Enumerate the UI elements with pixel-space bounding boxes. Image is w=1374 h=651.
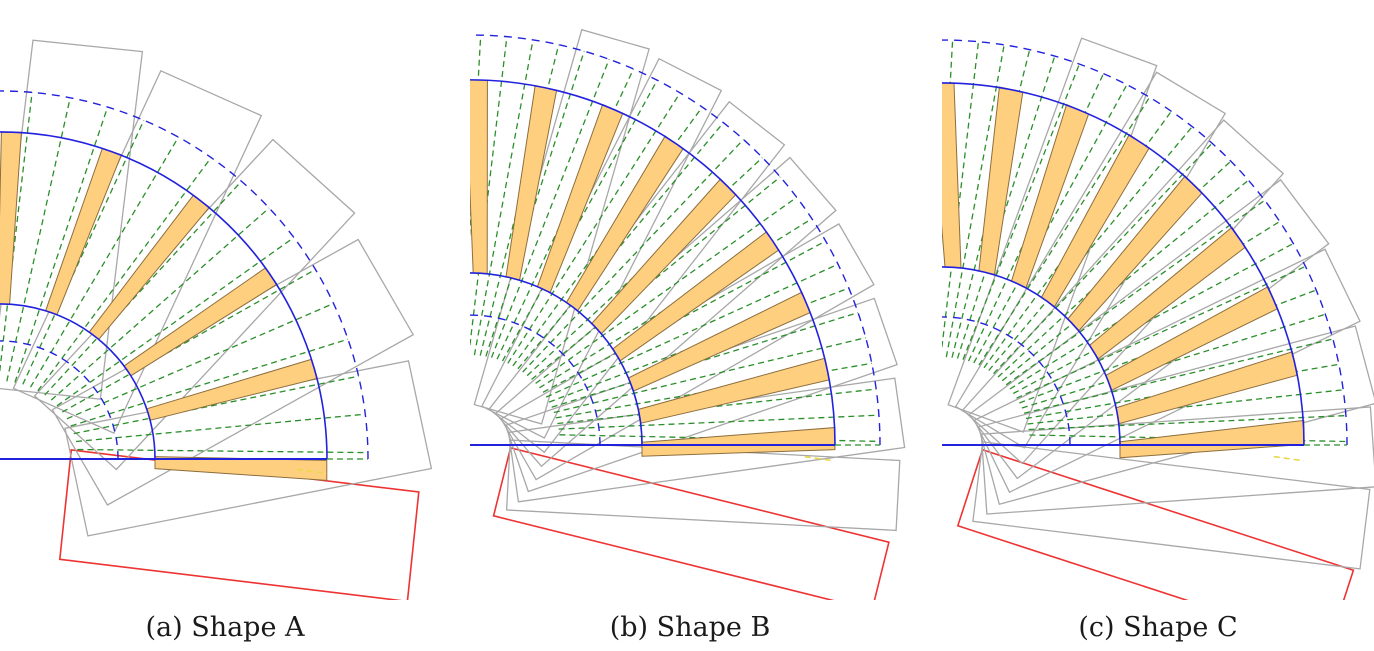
radial-guide-line <box>517 122 724 370</box>
radial-guide-line <box>993 142 1213 375</box>
radial-guide-line <box>1023 338 1334 414</box>
panel-shape-b: (b) Shape B <box>470 0 910 651</box>
outer-dashed-arc <box>470 34 881 446</box>
radial-guide-line <box>962 63 1081 360</box>
blade <box>978 86 1024 276</box>
blade-frame <box>481 57 723 439</box>
radial-guide-line <box>545 263 839 398</box>
radial-guide-line <box>973 84 1128 364</box>
radial-guide-line <box>531 176 781 380</box>
radial-guide-line <box>75 413 366 443</box>
radial-guide-line <box>542 240 827 393</box>
radial-guide-line <box>942 41 980 352</box>
inner-dashed-arc <box>0 340 119 460</box>
radial-guide-line <box>485 51 585 357</box>
blade-frame <box>494 156 837 468</box>
blade-frame <box>972 441 1371 570</box>
blade-frame <box>505 439 901 532</box>
outer-dashed-arc <box>942 39 1348 446</box>
blade-frame <box>488 100 786 454</box>
blade-frame <box>507 377 906 503</box>
inner-arc <box>0 303 156 460</box>
blade <box>641 427 836 457</box>
diagram-shape-a <box>0 39 433 600</box>
panel-shape-a: (a) Shape A <box>0 0 450 651</box>
radial-guide-line <box>553 337 866 414</box>
radial-guide-line <box>70 338 349 427</box>
radial-guide-line <box>1016 265 1306 399</box>
blade <box>0 131 22 305</box>
inner-arc <box>470 272 643 446</box>
radial-guide-line <box>988 126 1193 371</box>
blade-frame <box>12 69 263 434</box>
radial-guide-line <box>558 414 879 430</box>
inner-dashed-arc <box>942 316 1071 446</box>
radial-guide-line <box>22 120 145 385</box>
highlighted-blade-frame <box>58 449 420 600</box>
radial-guide-line <box>522 139 744 373</box>
radial-guide-line <box>507 92 681 364</box>
radial-guide-line <box>1021 313 1326 409</box>
radial-guide-line <box>535 196 798 384</box>
radial-guide-line <box>73 375 359 435</box>
blade-frame <box>0 39 144 400</box>
radial-guide-line <box>1005 199 1266 386</box>
radial-guide-line <box>470 36 508 350</box>
diagram-shape-b <box>470 28 906 600</box>
tip-accent-line <box>804 455 835 462</box>
radial-guide-line <box>61 268 316 413</box>
radial-guide-line <box>1028 414 1346 431</box>
outer-arc <box>942 82 1305 446</box>
caption-shape-c: (c) Shape C <box>1078 612 1238 643</box>
blade <box>470 79 488 275</box>
radial-guide-line <box>56 236 295 407</box>
blade-frame <box>33 138 356 471</box>
outer-dashed-arc <box>0 90 369 460</box>
radial-guide-line <box>1012 242 1294 395</box>
radial-guide-line <box>6 97 71 382</box>
outer-arc <box>0 131 328 460</box>
inner-dashed-arc <box>470 314 601 446</box>
radial-guide-line <box>0 92 33 375</box>
blade-frame <box>980 406 1374 515</box>
radial-guide-line <box>978 96 1151 366</box>
inner-arc <box>942 266 1121 446</box>
caption-shape-a: (a) Shape A <box>145 612 305 643</box>
radial-guide-line <box>501 79 658 362</box>
radial-guide-line <box>66 302 334 420</box>
radial-guide-line <box>14 106 109 383</box>
caption-shape-b: (b) Shape B <box>609 612 771 643</box>
blade-frame <box>473 28 650 425</box>
panel-shape-c: (c) Shape C <box>942 0 1374 651</box>
radial-guide-line <box>490 59 610 358</box>
blade <box>154 456 328 481</box>
radial-guide-line <box>945 44 1005 358</box>
tip-accent-line <box>296 468 327 475</box>
radial-guide-line <box>50 207 270 401</box>
blade-frame <box>500 223 875 481</box>
radial-guide-line <box>44 180 242 396</box>
tip-accent-line <box>1273 455 1304 462</box>
highlighted-blade-frame <box>956 448 1355 600</box>
radial-guide-line <box>1027 389 1344 425</box>
blade <box>942 82 962 269</box>
radial-guide-line <box>557 388 877 425</box>
radial-guide-line <box>956 55 1056 359</box>
outer-arc <box>470 79 836 446</box>
blade <box>1119 419 1305 459</box>
blade-frame <box>51 238 415 506</box>
blade-frame <box>504 297 898 493</box>
diagram-shape-c <box>942 37 1374 600</box>
blade <box>505 84 558 281</box>
radial-guide-line <box>37 157 212 392</box>
radial-guide-line <box>77 448 368 454</box>
radial-guide-line <box>1001 179 1249 382</box>
blade <box>44 147 123 316</box>
highlighted-blade-frame <box>492 446 890 600</box>
radial-guide-line <box>29 136 179 388</box>
blade-frame <box>64 360 433 537</box>
radial-guide-line <box>473 39 534 356</box>
